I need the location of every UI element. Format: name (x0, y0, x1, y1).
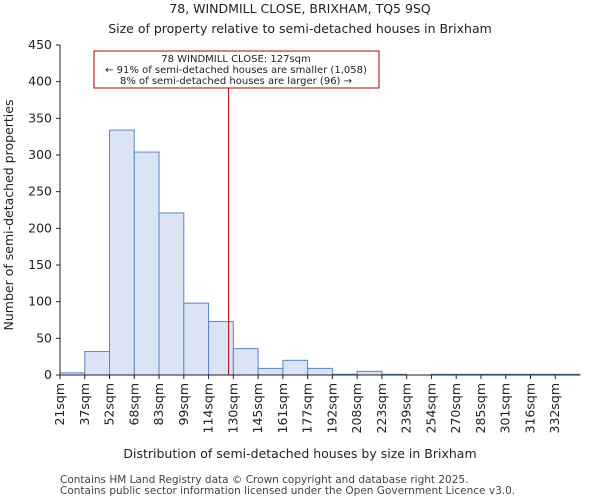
annotation-line-2: ← 91% of semi-detached houses are smalle… (105, 65, 367, 76)
bars-group (59, 129, 581, 376)
y-tick-label: 50 (36, 330, 52, 345)
x-tick-label: 177sqm (300, 383, 315, 433)
y-tick-label: 200 (28, 220, 52, 235)
bar-83sqm (158, 212, 185, 376)
x-tick-label: 130sqm (225, 383, 240, 433)
x-tick-label: 21sqm (52, 383, 67, 426)
x-tick-label: 145sqm (250, 383, 265, 433)
bar-145sqm (257, 367, 284, 376)
y-tick-label: 450 (28, 37, 52, 52)
x-tick-label: 239sqm (399, 383, 414, 433)
x-tick-label: 208sqm (349, 383, 364, 433)
y-tick-label: 350 (28, 110, 52, 125)
x-tick-label: 254sqm (423, 383, 438, 433)
axes-group (59, 45, 580, 376)
x-tick-label: 285sqm (473, 383, 488, 433)
x-tick-label: 223sqm (374, 383, 389, 433)
bar-68sqm (133, 151, 160, 376)
x-tick-label: 332sqm (547, 383, 562, 433)
x-axis-label: Distribution of semi-detached houses by … (123, 446, 476, 461)
annotation-line-3: 8% of semi-detached houses are larger (9… (120, 76, 352, 87)
y-tick-label: 300 (28, 147, 52, 162)
bar-208sqm (356, 370, 383, 376)
x-ticks-group: 21sqm 37sqm 52sqm 68sqm 83sqm 99sqm 114sqm 130s… (52, 375, 562, 433)
x-tick-label: 270sqm (448, 383, 463, 433)
y-tick-label: 150 (28, 257, 52, 272)
y-axis-label: Number of semi-detached properties (1, 100, 16, 331)
x-tick-label: 37sqm (77, 383, 92, 426)
x-tick-label: 161sqm (275, 383, 290, 433)
bar-130sqm (232, 348, 259, 376)
bar-177sqm (307, 367, 333, 376)
x-tick-label: 99sqm (176, 383, 191, 426)
x-tick-label: 316sqm (522, 383, 537, 433)
bar-37sqm (84, 351, 111, 376)
footer-line-2: Contains public sector information licen… (60, 485, 515, 497)
x-tick-label: 301sqm (498, 383, 513, 433)
annotation-frame (93, 50, 380, 89)
y-ticks-group: 0 50 100 150 200 250 300 350 400 450 (28, 37, 60, 382)
footer-line-1: Contains HM Land Registry data © Crown c… (60, 474, 468, 486)
x-tick-label: 52sqm (102, 383, 117, 426)
annotation-box: 78 WINDMILL CLOSE: 127sqm ← 91% of semi-… (93, 50, 380, 89)
bar-161sqm (282, 359, 309, 376)
chart-subtitle: Size of property relative to semi-detach… (108, 21, 492, 36)
y-tick-label: 0 (44, 367, 52, 382)
annotation-line-1: 78 WINDMILL CLOSE: 127sqm (161, 54, 311, 65)
bar-99sqm (183, 302, 210, 376)
chart-title: 78, WINDMILL CLOSE, BRIXHAM, TQ5 9SQ (169, 1, 431, 16)
bar-52sqm (109, 129, 135, 376)
y-tick-label: 100 (28, 294, 52, 309)
y-tick-label: 400 (28, 74, 52, 89)
bar-114sqm (208, 320, 234, 376)
x-tick-label: 68sqm (126, 383, 141, 426)
x-tick-label: 192sqm (324, 383, 339, 433)
x-tick-label: 83sqm (151, 383, 166, 426)
y-tick-label: 250 (28, 184, 52, 199)
x-tick-label: 114sqm (201, 383, 216, 433)
